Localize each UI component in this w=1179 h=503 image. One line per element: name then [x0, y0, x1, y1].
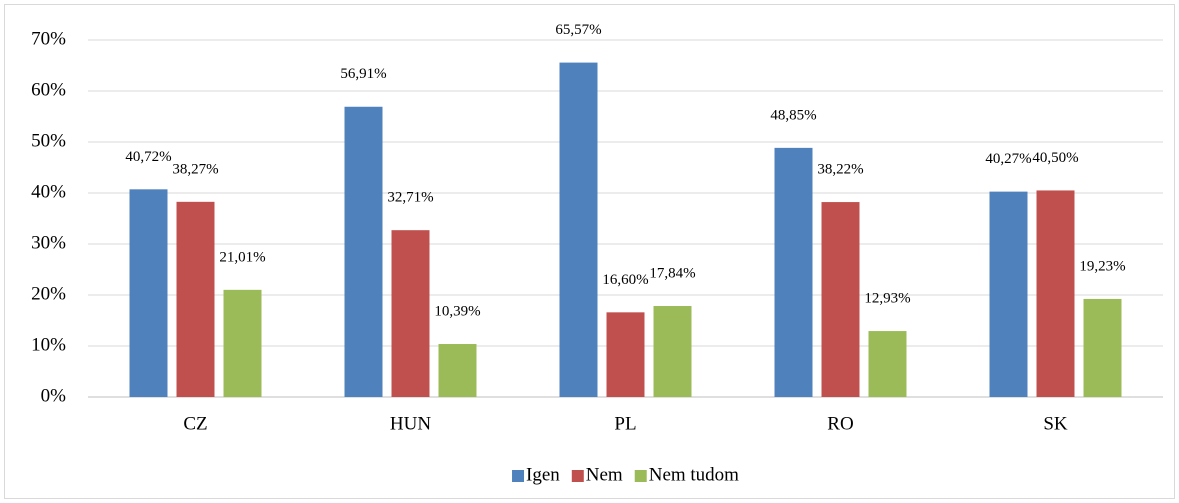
bar — [606, 312, 645, 397]
legend-swatch — [571, 470, 584, 482]
bar — [344, 106, 383, 397]
bar — [653, 306, 692, 397]
bar — [559, 62, 598, 398]
value-label: 19,23% — [1079, 258, 1125, 274]
bar — [223, 289, 262, 397]
value-label: 10,39% — [434, 303, 480, 319]
y-tick-label: 60% — [31, 79, 66, 100]
bar — [1036, 190, 1075, 397]
legend-label: Igen — [526, 464, 560, 485]
y-tick-label: 30% — [31, 232, 66, 253]
bar — [176, 201, 215, 397]
value-label: 40,72% — [125, 149, 171, 165]
bar — [438, 344, 477, 397]
y-tick-label: 20% — [31, 283, 66, 304]
bar — [868, 331, 907, 397]
y-tick-label: 10% — [31, 334, 66, 355]
value-label: 38,22% — [817, 162, 863, 178]
bar — [129, 189, 168, 397]
bar — [1083, 298, 1122, 397]
x-tick-label: HUN — [390, 413, 431, 434]
value-label: 17,84% — [649, 265, 695, 281]
y-tick-label: 70% — [31, 28, 66, 49]
y-tick-label: 40% — [31, 181, 66, 202]
value-label: 21,01% — [219, 249, 265, 265]
legend-swatch — [634, 470, 647, 482]
value-label: 12,93% — [864, 290, 910, 306]
value-label: 40,50% — [1032, 150, 1078, 166]
value-label: 65,57% — [555, 22, 601, 38]
bar — [989, 191, 1028, 397]
bar — [774, 147, 813, 397]
bar — [391, 230, 430, 397]
value-label: 32,71% — [387, 190, 433, 206]
legend-label: Nem tudom — [649, 464, 739, 485]
legend-swatch — [512, 470, 525, 482]
x-tick-label: PL — [614, 413, 636, 434]
value-label: 38,27% — [172, 161, 218, 177]
value-label: 40,27% — [985, 151, 1031, 167]
value-label: 48,85% — [770, 107, 816, 123]
x-tick-label: SK — [1043, 413, 1068, 434]
value-label: 16,60% — [602, 272, 648, 288]
bar — [821, 202, 860, 397]
legend-label: Nem — [586, 464, 623, 485]
y-tick-label: 50% — [31, 130, 66, 151]
x-tick-label: RO — [827, 413, 853, 434]
x-tick-label: CZ — [183, 413, 207, 434]
y-tick-label: 0% — [41, 385, 67, 406]
value-label: 56,91% — [340, 66, 386, 82]
